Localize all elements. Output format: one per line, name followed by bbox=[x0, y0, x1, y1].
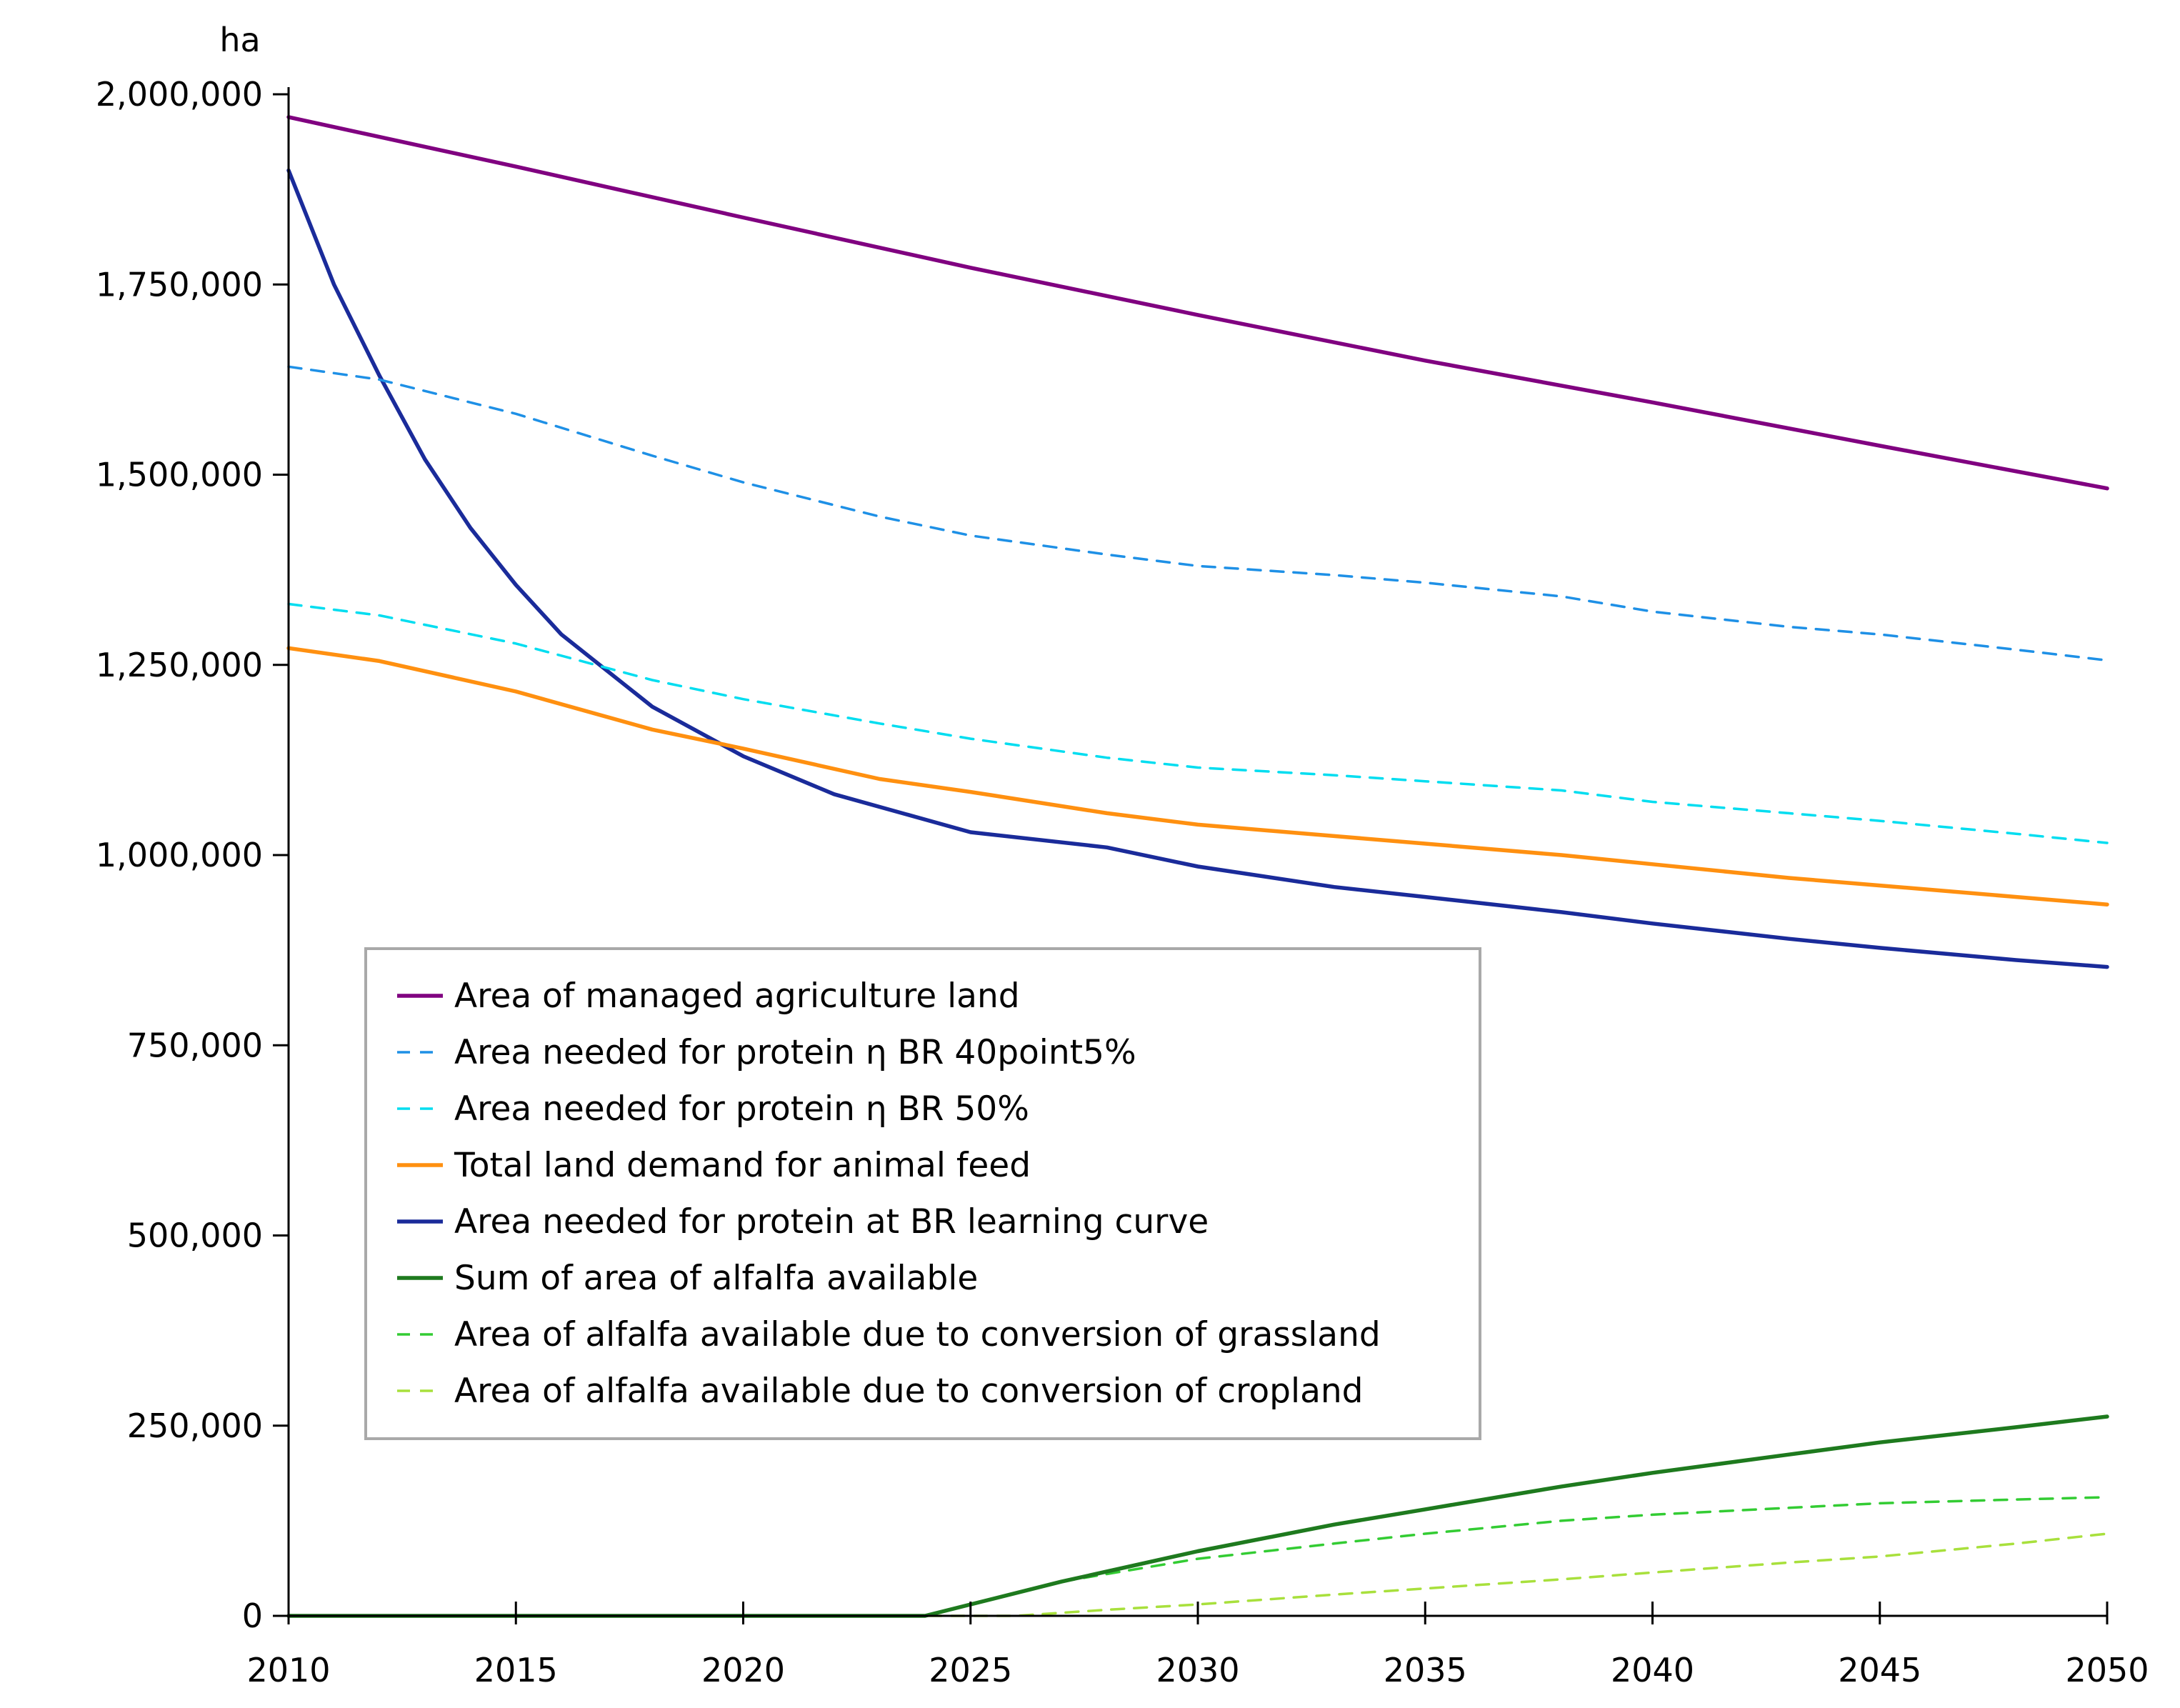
y-tick-label: 1,250,000 bbox=[96, 646, 263, 684]
legend-box bbox=[364, 947, 1481, 1440]
y-tick-label: 1,500,000 bbox=[96, 456, 263, 494]
legend-entry: Area of managed agriculture land bbox=[397, 977, 1020, 1016]
x-tick-label: 2015 bbox=[474, 1651, 558, 1689]
series-line-total-land-demand-for-animal-feed bbox=[286, 646, 2109, 907]
legend-entry: Area of alfalfa available due to convers… bbox=[397, 1315, 1381, 1354]
axes: 0 250,000 500,000 750,000 1,000,000 1,250,000… bbox=[96, 21, 2149, 1689]
legend-label: Area of alfalfa available due to convers… bbox=[454, 1372, 1364, 1411]
legend: Area of managed agriculture land Area nee… bbox=[364, 947, 1481, 1440]
legend-entry: Sum of area of alfalfa available bbox=[397, 1259, 978, 1298]
series-line-area-needed-for-protein-br-50 bbox=[287, 602, 2109, 844]
x-tick-label: 2020 bbox=[701, 1651, 785, 1689]
series-line-area-of-managed-agriculture-land bbox=[286, 115, 2109, 491]
legend-label: Area needed for protein η BR 40point5% bbox=[454, 1033, 1136, 1072]
y-tick-label: 250,000 bbox=[127, 1407, 263, 1445]
legend-label: Sum of area of alfalfa available bbox=[454, 1259, 978, 1298]
series-line-area-needed-for-protein-br-40point5 bbox=[287, 365, 2109, 662]
series-line-area-of-alfalfa-available-due-to-conversion-of-cropland bbox=[287, 1532, 2109, 1617]
series-line-area-of-alfalfa-available-due-to-conversion-of-grassland bbox=[287, 1496, 2109, 1617]
series-line-sum-of-area-of-alfalfa-available bbox=[286, 1414, 2109, 1618]
legend-entries: Area of managed agriculture land Area nee… bbox=[397, 977, 1381, 1411]
y-tick-label: 750,000 bbox=[127, 1026, 263, 1064]
y-tick-label: 500,000 bbox=[127, 1217, 263, 1255]
x-tick-label: 2045 bbox=[1838, 1651, 1921, 1689]
legend-label: Area needed for protein at BR learning c… bbox=[454, 1202, 1209, 1242]
x-tick-label: 2030 bbox=[1156, 1651, 1239, 1689]
series-line-area-needed-for-protein-at-br-learning-curve bbox=[286, 168, 2109, 969]
x-tick-label: 2035 bbox=[1384, 1651, 1467, 1689]
y-axis-ticks: 0 250,000 500,000 750,000 1,000,000 1,250,000… bbox=[96, 75, 289, 1635]
legend-label: Total land demand for animal feed bbox=[454, 1146, 1031, 1185]
y-tick-label: 2,000,000 bbox=[96, 75, 263, 114]
legend-label: Area needed for protein η BR 50% bbox=[454, 1089, 1029, 1129]
x-tick-label: 2010 bbox=[246, 1651, 330, 1689]
x-tick-label: 2025 bbox=[929, 1651, 1012, 1689]
y-tick-label: 1,750,000 bbox=[96, 265, 263, 304]
legend-entry: Area needed for protein η BR 40point5% bbox=[397, 1033, 1136, 1072]
y-tick-label: 1,000,000 bbox=[96, 836, 263, 874]
legend-label: Area of managed agriculture land bbox=[454, 977, 1020, 1016]
x-axis-ticks: 2010 2015 2020 2025 2030 2035 2040 2045 2050 bbox=[246, 1602, 2149, 1689]
x-tick-label: 2040 bbox=[1611, 1651, 1694, 1689]
legend-entry: Area of alfalfa available due to convers… bbox=[397, 1372, 1364, 1411]
legend-entry: Total land demand for animal feed bbox=[397, 1146, 1031, 1185]
legend-label: Area of alfalfa available due to convers… bbox=[454, 1315, 1381, 1354]
y-axis-unit-label: ha bbox=[219, 21, 260, 59]
legend-entry: Area needed for protein at BR learning c… bbox=[397, 1202, 1209, 1242]
x-tick-label: 2050 bbox=[2065, 1651, 2149, 1689]
y-tick-label: 0 bbox=[242, 1597, 263, 1635]
legend-entry: Area needed for protein η BR 50% bbox=[397, 1089, 1029, 1129]
